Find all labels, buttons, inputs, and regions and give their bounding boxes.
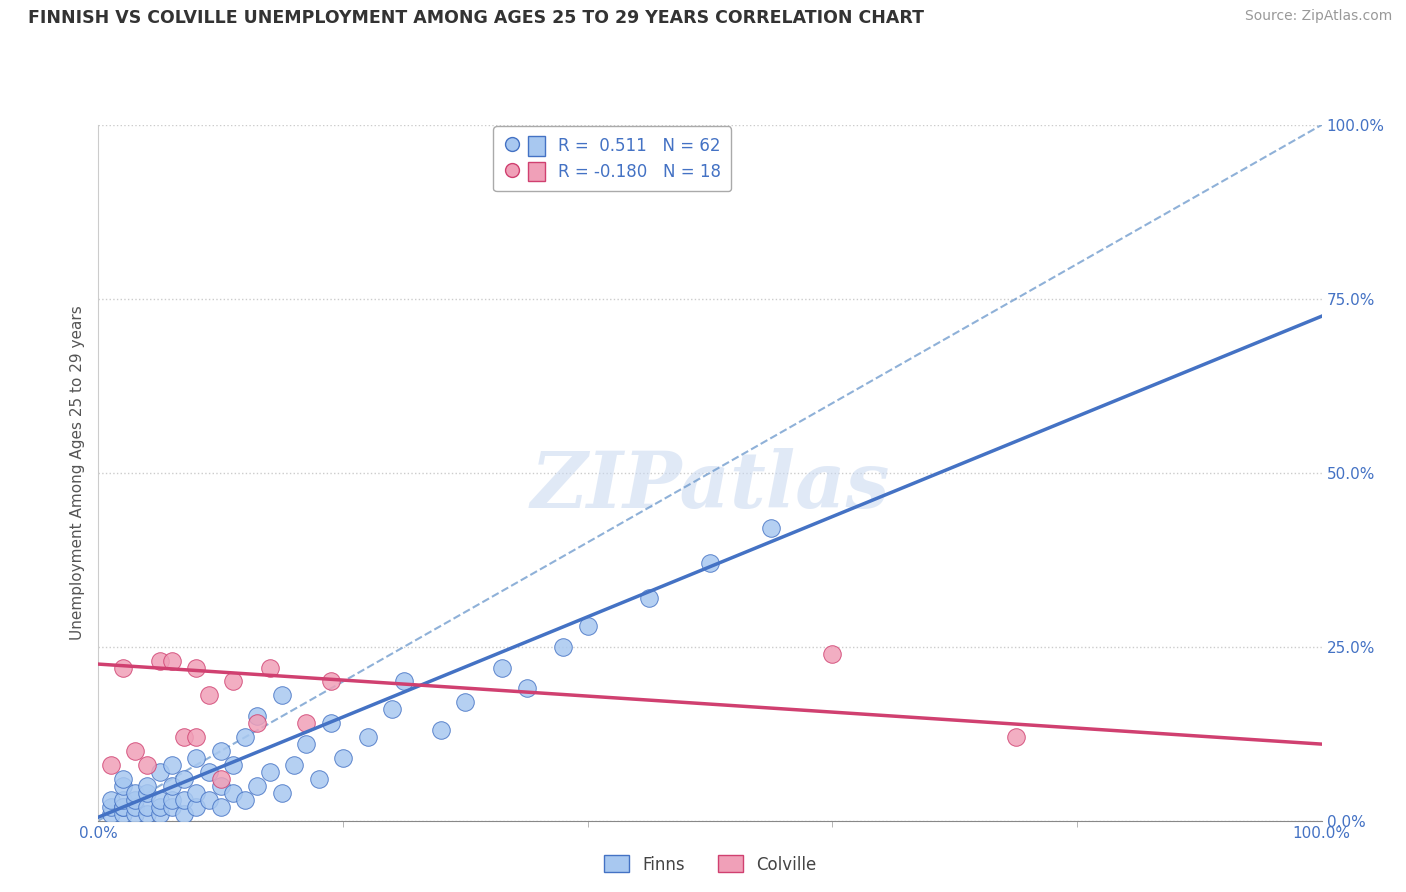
Point bbox=[160, 758, 183, 772]
Point bbox=[222, 786, 245, 800]
Point bbox=[246, 716, 269, 731]
Point bbox=[186, 786, 208, 800]
Point bbox=[259, 660, 281, 674]
Point bbox=[319, 716, 342, 731]
Point bbox=[111, 799, 134, 814]
Point bbox=[209, 799, 232, 814]
Point bbox=[197, 764, 219, 779]
Text: ZIPatlas: ZIPatlas bbox=[530, 449, 890, 524]
Point bbox=[160, 779, 183, 793]
Point bbox=[136, 799, 159, 814]
Point bbox=[149, 806, 172, 821]
Point bbox=[270, 689, 294, 703]
Point bbox=[186, 799, 208, 814]
Point bbox=[160, 654, 183, 668]
Point bbox=[124, 806, 146, 821]
Point bbox=[430, 723, 453, 738]
Point bbox=[160, 793, 183, 807]
Point bbox=[111, 799, 134, 814]
Point bbox=[173, 772, 195, 786]
Point bbox=[136, 806, 159, 821]
Point bbox=[111, 660, 134, 674]
Point bbox=[111, 793, 134, 807]
Point bbox=[100, 799, 122, 814]
Point bbox=[246, 779, 269, 793]
Point bbox=[149, 799, 172, 814]
Point bbox=[308, 772, 330, 786]
Point bbox=[821, 647, 844, 661]
Point bbox=[209, 744, 232, 758]
Point bbox=[1004, 730, 1026, 744]
Point bbox=[246, 709, 269, 723]
Point bbox=[149, 654, 172, 668]
Point bbox=[209, 779, 232, 793]
Point bbox=[111, 779, 134, 793]
Point bbox=[576, 619, 599, 633]
Point bbox=[222, 758, 245, 772]
Text: FINNISH VS COLVILLE UNEMPLOYMENT AMONG AGES 25 TO 29 YEARS CORRELATION CHART: FINNISH VS COLVILLE UNEMPLOYMENT AMONG A… bbox=[28, 9, 924, 27]
Point bbox=[197, 689, 219, 703]
Point bbox=[381, 702, 404, 716]
Point bbox=[699, 556, 721, 570]
Point bbox=[136, 758, 159, 772]
Point bbox=[173, 730, 195, 744]
Point bbox=[233, 730, 256, 744]
Text: Source: ZipAtlas.com: Source: ZipAtlas.com bbox=[1244, 9, 1392, 23]
Point bbox=[111, 806, 134, 821]
Point bbox=[270, 786, 294, 800]
Point bbox=[124, 786, 146, 800]
Point bbox=[515, 681, 537, 696]
Point bbox=[553, 640, 575, 654]
Legend: Finns, Colville: Finns, Colville bbox=[595, 847, 825, 882]
Point bbox=[186, 660, 208, 674]
Point bbox=[160, 799, 183, 814]
Point bbox=[222, 674, 245, 689]
Point bbox=[124, 793, 146, 807]
Point bbox=[454, 695, 477, 709]
Point bbox=[332, 751, 354, 765]
Point bbox=[295, 737, 318, 751]
Point bbox=[637, 591, 661, 605]
Point bbox=[173, 806, 195, 821]
Point bbox=[283, 758, 305, 772]
Point bbox=[356, 730, 378, 744]
Point bbox=[491, 660, 513, 674]
Point bbox=[392, 674, 416, 689]
Point bbox=[136, 779, 159, 793]
Point bbox=[233, 793, 256, 807]
Point bbox=[173, 793, 195, 807]
Point bbox=[124, 799, 146, 814]
Point bbox=[149, 764, 172, 779]
Point bbox=[100, 806, 122, 821]
Point bbox=[100, 793, 122, 807]
Point bbox=[761, 521, 783, 535]
Point bbox=[197, 793, 219, 807]
Point bbox=[111, 772, 134, 786]
Point bbox=[100, 758, 122, 772]
Y-axis label: Unemployment Among Ages 25 to 29 years: Unemployment Among Ages 25 to 29 years bbox=[69, 305, 84, 640]
Point bbox=[209, 772, 232, 786]
Point bbox=[136, 786, 159, 800]
Point bbox=[186, 730, 208, 744]
Point bbox=[124, 744, 146, 758]
Point bbox=[319, 674, 342, 689]
Point bbox=[149, 793, 172, 807]
Point bbox=[186, 751, 208, 765]
Point bbox=[259, 764, 281, 779]
Point bbox=[295, 716, 318, 731]
